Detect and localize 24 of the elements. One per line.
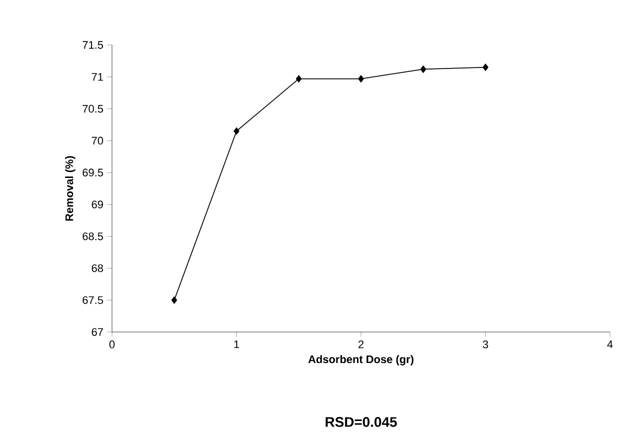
point: [296, 75, 302, 82]
y-tick-label: 69: [92, 200, 103, 208]
y-tick-label: 69.5: [82, 168, 104, 176]
x-tick-label: 3: [482, 340, 488, 348]
point: [358, 75, 364, 82]
point: [420, 66, 426, 73]
y-tick-label: 71.5: [82, 41, 104, 49]
text: RSD=0.045: [326, 417, 397, 427]
x-axis-title: Adsorbent Dose (gr): [308, 355, 414, 366]
x-tick-label: 2: [358, 340, 364, 348]
point: [234, 127, 240, 135]
x-tick-label: 4: [607, 340, 613, 348]
point: [482, 64, 488, 71]
y-tick-label: 67.5: [82, 296, 104, 304]
x-tick-label: 0: [109, 340, 115, 348]
point: [171, 296, 178, 304]
y-tick-label: 68: [92, 264, 103, 272]
y-tick-label: 68.5: [82, 232, 104, 240]
y-tick-label: 71: [92, 73, 103, 81]
y-tick-label: 70: [92, 136, 104, 145]
x-tick-label: 1: [234, 340, 240, 348]
y-axis-title: Removal (%): [65, 156, 76, 221]
y-tick-label: 67: [92, 328, 103, 336]
y-tick-label: 70.5: [82, 104, 104, 113]
